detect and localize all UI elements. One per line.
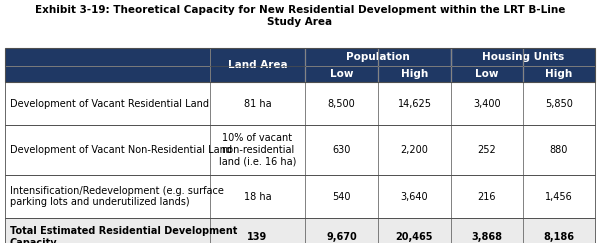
Text: Total Estimated Residential Development
Capacity: Total Estimated Residential Development … xyxy=(10,226,238,243)
Text: 630: 630 xyxy=(332,145,350,155)
Bar xyxy=(210,48,305,82)
Text: Development of Vacant Non-Residential Land: Development of Vacant Non-Residential La… xyxy=(10,145,232,155)
Text: 2,200: 2,200 xyxy=(401,145,428,155)
Bar xyxy=(5,48,595,82)
Text: 540: 540 xyxy=(332,191,351,201)
Bar xyxy=(523,66,595,82)
Text: 3,868: 3,868 xyxy=(472,232,503,242)
Bar xyxy=(305,66,378,82)
Bar xyxy=(5,218,595,243)
Bar xyxy=(5,125,595,175)
Bar xyxy=(451,66,523,82)
Text: 1,456: 1,456 xyxy=(545,191,573,201)
Text: Low: Low xyxy=(475,69,499,79)
Text: 252: 252 xyxy=(478,145,496,155)
Text: 14,625: 14,625 xyxy=(398,98,431,109)
Text: 8,186: 8,186 xyxy=(544,232,575,242)
Bar xyxy=(5,175,595,218)
Text: 139: 139 xyxy=(247,232,268,242)
Bar xyxy=(5,125,595,175)
Bar xyxy=(5,218,595,243)
Text: 3,640: 3,640 xyxy=(401,191,428,201)
Text: High: High xyxy=(401,69,428,79)
Text: Housing Units: Housing Units xyxy=(482,52,564,62)
Bar xyxy=(451,48,595,66)
Text: 3,400: 3,400 xyxy=(473,98,501,109)
Text: 5,850: 5,850 xyxy=(545,98,573,109)
Bar xyxy=(5,48,210,66)
Text: 216: 216 xyxy=(478,191,496,201)
Bar xyxy=(5,82,595,125)
Text: Development of Vacant Residential Land: Development of Vacant Residential Land xyxy=(10,98,209,109)
Bar xyxy=(5,175,595,218)
Text: Exhibit 3-19: Theoretical Capacity for New Residential Development within the LR: Exhibit 3-19: Theoretical Capacity for N… xyxy=(35,5,565,26)
Bar xyxy=(378,66,451,82)
Text: Intensification/Redevelopment (e.g. surface
parking lots and underutilized lands: Intensification/Redevelopment (e.g. surf… xyxy=(10,186,224,207)
Bar xyxy=(5,66,210,82)
Bar xyxy=(305,48,451,66)
Text: 18 ha: 18 ha xyxy=(244,191,271,201)
Text: 8,500: 8,500 xyxy=(328,98,355,109)
Text: 81 ha: 81 ha xyxy=(244,98,271,109)
Text: 20,465: 20,465 xyxy=(396,232,433,242)
Text: High: High xyxy=(545,69,572,79)
Text: Land Area: Land Area xyxy=(227,60,287,70)
Text: Population: Population xyxy=(346,52,410,62)
Bar xyxy=(5,82,595,125)
Text: 10% of vacant
non-residential
land (i.e. 16 ha): 10% of vacant non-residential land (i.e.… xyxy=(219,133,296,167)
Text: 9,670: 9,670 xyxy=(326,232,357,242)
Text: Low: Low xyxy=(330,69,353,79)
Text: 880: 880 xyxy=(550,145,568,155)
